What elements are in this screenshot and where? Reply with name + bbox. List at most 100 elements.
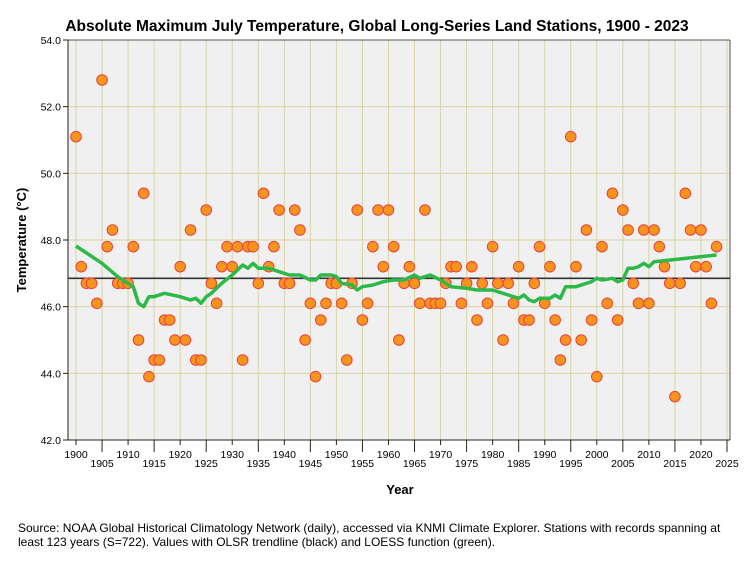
- data-point: [617, 204, 629, 216]
- data-point: [377, 260, 390, 273]
- x-axis: 1900190519101915192019251930193519401945…: [64, 440, 739, 470]
- loess-curve: [75, 244, 717, 309]
- x-tick-label: 1900: [64, 449, 88, 461]
- data-point: [174, 260, 186, 273]
- x-tick-label: 2020: [689, 449, 713, 461]
- data-point: [361, 297, 374, 310]
- data-point: [288, 204, 301, 216]
- data-point: [549, 314, 561, 326]
- data-point: [497, 334, 509, 346]
- data-point: [216, 260, 228, 273]
- data-point: [637, 224, 650, 236]
- x-tick-label: 1990: [533, 449, 557, 461]
- data-point: [231, 240, 244, 253]
- data-point: [466, 260, 478, 273]
- data-point: [669, 390, 681, 403]
- data-point: [367, 240, 379, 253]
- data-point: [356, 314, 369, 326]
- data-point: [252, 277, 265, 290]
- data-point: [554, 354, 567, 366]
- data-point: [481, 297, 494, 310]
- x-tick-label: 1980: [481, 449, 505, 461]
- data-point: [153, 354, 166, 366]
- data-point: [320, 297, 332, 310]
- y-tick-label: 54.0: [41, 35, 62, 47]
- data-point: [273, 204, 285, 216]
- data-point: [611, 314, 624, 326]
- x-tick-label: 2010: [637, 449, 661, 461]
- data-point: [195, 354, 207, 366]
- data-point: [210, 297, 223, 310]
- gridlines: [68, 39, 730, 441]
- data-point: [304, 297, 317, 310]
- x-tick-label: 1915: [142, 458, 166, 470]
- y-axis: 42.0 44.0 46.0 48.0 50.0 52.0 54.0: [41, 35, 68, 447]
- data-point: [408, 277, 421, 290]
- data-point: [163, 314, 176, 326]
- data-point: [96, 74, 108, 86]
- data-point: [351, 204, 364, 216]
- data-point: [450, 260, 462, 273]
- data-point: [575, 334, 587, 346]
- data-point: [705, 297, 718, 310]
- data-point: [268, 240, 280, 253]
- data-point: [684, 224, 697, 236]
- data-point: [580, 224, 593, 236]
- data-point: [236, 354, 249, 366]
- data-point: [533, 240, 546, 253]
- y-tick-label: 42.0: [41, 435, 62, 447]
- data-point: [689, 260, 702, 273]
- data-point: [596, 240, 608, 253]
- data-point: [101, 240, 114, 253]
- chart-title: Absolute Maximum July Temperature, Globa…: [65, 18, 689, 35]
- x-tick-label: 2000: [585, 449, 609, 461]
- y-tick-label: 46.0: [41, 302, 62, 314]
- data-point: [622, 224, 634, 236]
- data-point: [137, 187, 150, 200]
- data-point: [184, 224, 197, 236]
- data-point: [419, 204, 431, 216]
- data-point: [85, 277, 98, 290]
- data-point: [106, 224, 119, 236]
- data-point: [658, 260, 671, 273]
- data-point: [299, 334, 311, 346]
- data-point: [492, 277, 504, 290]
- data-point: [471, 314, 483, 326]
- data-point: [486, 240, 499, 253]
- data-point: [695, 224, 707, 236]
- x-tick-label: 1925: [195, 458, 219, 470]
- x-axis-label: Year: [386, 482, 413, 497]
- data-point: [179, 334, 192, 346]
- data-point: [512, 260, 525, 273]
- data-point: [393, 334, 405, 346]
- y-axis-label: Temperature (°C): [14, 188, 29, 293]
- data-point: [143, 370, 155, 383]
- x-tick-label: 1995: [559, 458, 583, 470]
- data-point: [132, 334, 145, 346]
- data-point: [591, 370, 603, 383]
- x-tick-label: 1950: [325, 449, 349, 461]
- x-tick-label: 1920: [168, 449, 192, 461]
- data-point: [710, 240, 723, 253]
- data-point: [169, 334, 181, 346]
- x-tick-label: 2015: [663, 458, 687, 470]
- data-point: [200, 204, 212, 216]
- data-point: [601, 297, 614, 310]
- data-point: [413, 297, 426, 310]
- y-tick-label: 44.0: [41, 368, 62, 380]
- x-tick-label: 1955: [351, 458, 375, 470]
- data-point: [382, 204, 395, 216]
- data-point: [247, 240, 259, 253]
- data-point: [643, 297, 655, 310]
- data-point: [523, 314, 535, 326]
- data-point: [314, 314, 327, 326]
- data-point: [205, 277, 218, 290]
- data-point: [564, 130, 577, 143]
- data-point: [341, 354, 353, 366]
- data-point: [455, 297, 468, 310]
- x-tick-label: 2025: [715, 458, 739, 470]
- x-tick-label: 1975: [455, 458, 479, 470]
- x-tick-label: 1960: [377, 449, 401, 461]
- x-tick-label: 1905: [90, 458, 114, 470]
